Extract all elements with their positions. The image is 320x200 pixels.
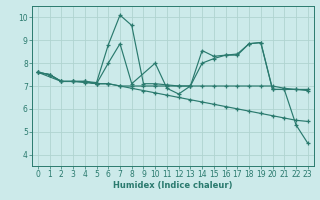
X-axis label: Humidex (Indice chaleur): Humidex (Indice chaleur) [113,181,233,190]
